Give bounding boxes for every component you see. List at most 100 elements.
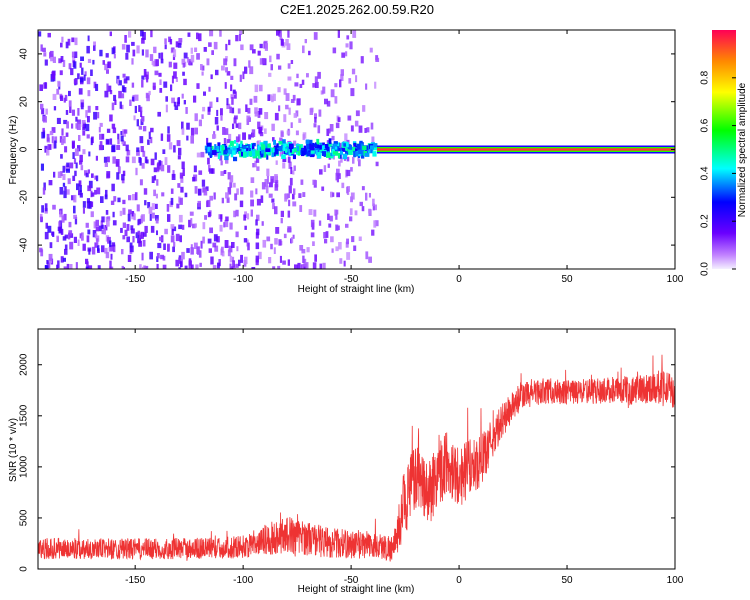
snr-y-tick-label: 500	[19, 509, 30, 526]
heatmap-cell	[253, 95, 258, 103]
heatmap-cell	[140, 146, 144, 153]
heatmap-cell	[102, 60, 105, 65]
heatmap-cell	[155, 218, 159, 224]
heatmap-cell	[229, 106, 232, 114]
heatmap-cell	[348, 78, 352, 84]
heatmap-cell	[179, 197, 183, 205]
heatmap-cell	[190, 244, 193, 249]
heatmap-cell	[91, 192, 95, 197]
heatmap-cell	[95, 155, 98, 161]
heatmap-cell	[48, 253, 53, 261]
heatmap-cell	[198, 119, 202, 127]
heatmap-cell	[201, 71, 204, 76]
heatmap-cell	[293, 165, 296, 171]
heatmap-cell	[164, 44, 167, 50]
snr-y-axis: 0 500 1000 1500 2000	[19, 353, 675, 572]
heatmap-cell	[68, 232, 71, 240]
heatmap-cell	[206, 199, 211, 207]
heatmap-cell	[292, 201, 297, 207]
heatmap-cell	[303, 258, 307, 267]
heatmap-cell	[88, 201, 92, 209]
heatmap-cell	[233, 91, 237, 99]
heatmap-cell	[216, 97, 219, 103]
heatmap-cell	[210, 256, 214, 265]
heatmap-cell	[190, 247, 194, 255]
heatmap-cell	[286, 43, 291, 50]
heatmap-cell	[101, 229, 104, 235]
heatmap-cell	[49, 130, 54, 136]
heatmap-cell	[157, 242, 162, 249]
heatmap-cell	[264, 128, 267, 134]
heatmap-cell	[211, 145, 214, 151]
heatmap-cell	[150, 30, 153, 38]
heatmap-cell	[165, 96, 168, 102]
heatmap-cell	[217, 142, 221, 148]
heatmap-cell	[95, 106, 99, 111]
heatmap-cell	[270, 243, 273, 250]
heatmap-cell	[242, 145, 247, 149]
heatmap-cell	[206, 137, 209, 145]
heatmap-cell	[192, 223, 196, 229]
heatmap-cell	[277, 87, 281, 93]
heatmap-cell	[136, 150, 140, 156]
heatmap-cell	[98, 126, 101, 133]
heatmap-cell	[147, 202, 151, 209]
heatmap-cell	[56, 117, 61, 124]
heatmap-cell	[115, 159, 120, 167]
heatmap-cell	[131, 41, 135, 46]
heatmap-cell	[133, 213, 136, 221]
colorbar-tick-label: 0.0	[700, 262, 711, 276]
heatmap-cell	[178, 257, 181, 264]
heatmap-cell	[325, 146, 330, 151]
heatmap-cell	[154, 203, 158, 209]
heatmap-cell	[231, 242, 235, 248]
heatmap-cell	[174, 105, 179, 110]
heatmap-cell	[73, 236, 77, 243]
heatmap-cell	[93, 221, 97, 229]
heatmap-cell	[260, 195, 264, 203]
heatmap-cell	[209, 168, 214, 174]
heatmap-cell	[61, 36, 64, 43]
heatmap-cell	[63, 266, 68, 269]
heatmap-cell	[70, 68, 74, 76]
heatmap-cell	[123, 78, 128, 84]
heatmap-cell	[246, 147, 249, 151]
heatmap-cell	[79, 62, 82, 68]
heatmap-cell	[321, 151, 326, 156]
heatmap-cell	[69, 233, 74, 238]
heatmap-cell	[86, 198, 90, 204]
heatmap-cell	[360, 56, 364, 64]
heatmap-cell	[69, 264, 73, 269]
heatmap-cell	[78, 135, 81, 141]
heatmap-cell	[226, 98, 229, 106]
heatmap-cell	[305, 139, 310, 144]
snr-background	[38, 329, 675, 569]
heatmap-cell	[226, 147, 230, 153]
heatmap-cell	[224, 145, 228, 151]
heatmap-cell	[81, 67, 84, 75]
heatmap-cell	[158, 160, 162, 166]
heatmap-cell	[207, 238, 212, 244]
heatmap-cell	[254, 84, 259, 93]
heatmap-cell	[261, 221, 264, 226]
heatmap-cell	[332, 192, 335, 197]
heatmap-cell	[330, 154, 334, 159]
heatmap-cell	[235, 231, 239, 238]
heatmap-cell	[221, 144, 224, 151]
heatmap-cell	[63, 257, 66, 262]
heatmap-cell	[53, 106, 57, 111]
heatmap-cell	[190, 218, 193, 226]
heatmap-cell	[77, 239, 80, 246]
heatmap-cell	[72, 56, 76, 63]
heatmap-cell	[342, 153, 348, 160]
heatmap-cell	[93, 81, 97, 89]
heatmap-cell	[305, 262, 309, 269]
heatmap-cell	[63, 190, 67, 199]
heatmap-cell	[170, 188, 174, 194]
heatmap-cell	[275, 160, 278, 165]
heatmap-cell	[119, 210, 123, 217]
heatmap-cell	[229, 263, 232, 269]
heatmap-cell	[336, 168, 340, 176]
heatmap-cell	[45, 222, 48, 229]
heatmap-cell	[241, 148, 246, 153]
